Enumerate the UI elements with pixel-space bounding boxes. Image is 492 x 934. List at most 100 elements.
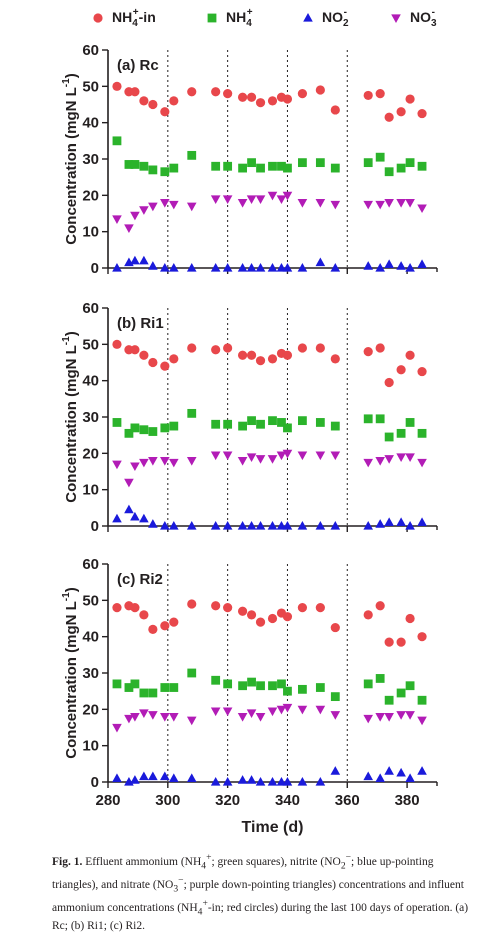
data-point (169, 200, 179, 210)
data-point (223, 161, 233, 171)
data-point (186, 773, 197, 782)
data-point (315, 257, 326, 267)
data-point (186, 716, 197, 726)
data-point (246, 453, 257, 462)
data-point (417, 108, 427, 119)
data-point (417, 161, 427, 171)
data-point (211, 161, 221, 171)
data-point (330, 421, 340, 431)
data-point (148, 519, 158, 528)
data-point (237, 199, 248, 208)
data-point (160, 683, 170, 692)
data-point (210, 195, 221, 204)
data-point (139, 161, 149, 171)
data-point (186, 202, 197, 212)
panel-title: (c) Ri2 (117, 571, 163, 588)
data-point (124, 504, 134, 514)
legend-marker-3 (303, 13, 313, 22)
data-point (396, 428, 406, 438)
data-point (267, 96, 278, 106)
data-point (375, 773, 385, 782)
data-point (112, 723, 122, 733)
data-point (139, 771, 149, 781)
data-point (238, 421, 247, 431)
data-point (255, 777, 266, 786)
data-point (139, 425, 149, 435)
legend-label-1: NH4+-in (112, 7, 156, 29)
y-tick-label: 10 (82, 482, 99, 499)
data-point (112, 215, 122, 224)
data-point (417, 716, 427, 726)
data-point (169, 458, 179, 468)
data-point (255, 521, 266, 530)
data-point (268, 681, 277, 691)
data-point (223, 679, 233, 689)
data-point (297, 603, 308, 613)
data-point (417, 695, 427, 705)
data-point (363, 414, 373, 424)
panel-title: (b) Ri1 (117, 315, 164, 332)
data-point (148, 357, 158, 368)
data-point (315, 158, 325, 168)
data-point (267, 455, 278, 464)
data-point (330, 163, 340, 173)
data-point (417, 259, 427, 268)
data-point (223, 343, 233, 353)
data-point (256, 681, 265, 691)
data-point (223, 419, 233, 429)
data-point (384, 517, 394, 526)
data-point (112, 603, 122, 613)
data-point (148, 711, 158, 720)
data-point (315, 521, 326, 530)
y-tick-label: 10 (82, 738, 99, 755)
data-point (130, 775, 140, 784)
data-point (211, 601, 221, 611)
data-point (315, 603, 325, 613)
data-point (267, 777, 278, 786)
data-point (283, 163, 292, 173)
data-point (297, 89, 308, 99)
data-point (246, 775, 257, 784)
data-point (330, 711, 341, 720)
data-point (417, 204, 427, 214)
panel-3: 0 10 20 30 40 50 60 280 300 320 340 360 380 (c) Ri2 Co… (61, 556, 438, 809)
data-point (405, 418, 415, 427)
data-point (187, 150, 197, 160)
data-point (187, 408, 197, 418)
data-point (148, 427, 158, 436)
y-tick-label: 0 (91, 260, 99, 277)
data-point (330, 692, 340, 702)
figure-chart: NH4+-in NH4+ NO2- NO3- 0 10 20 30 40 50 60 (a) Rc Co… (61, 7, 438, 836)
data-point (417, 517, 427, 526)
data-point (417, 428, 427, 438)
data-point (169, 773, 179, 782)
data-point (210, 521, 221, 530)
data-point (267, 521, 278, 530)
data-point (315, 451, 326, 461)
data-point (276, 705, 287, 715)
data-point (297, 777, 308, 786)
data-point (169, 163, 179, 173)
data-point (112, 460, 122, 470)
y-tick-label: 10 (82, 224, 99, 241)
data-point (330, 451, 341, 461)
data-point (315, 777, 326, 786)
data-point (211, 419, 221, 429)
data-point (246, 610, 257, 620)
data-point (405, 94, 415, 104)
data-point (255, 263, 266, 272)
data-point (282, 449, 293, 459)
data-point (315, 705, 326, 715)
data-point (267, 354, 278, 364)
data-point (130, 462, 140, 472)
data-point (148, 165, 158, 175)
data-point (210, 777, 221, 786)
data-point (237, 263, 248, 272)
data-point (211, 675, 221, 685)
data-point (282, 521, 293, 530)
data-point (277, 679, 286, 689)
data-point (417, 766, 427, 775)
data-point (130, 511, 140, 521)
data-point (148, 457, 158, 466)
data-point (405, 521, 415, 530)
